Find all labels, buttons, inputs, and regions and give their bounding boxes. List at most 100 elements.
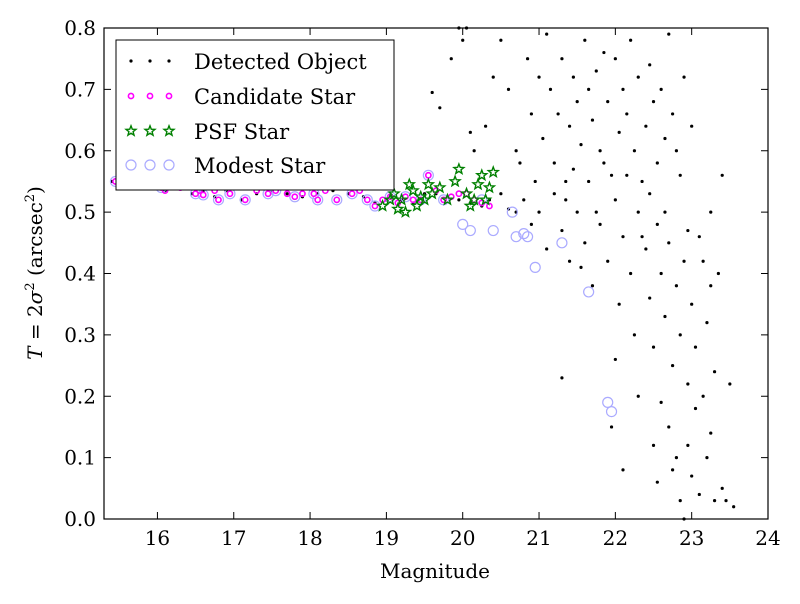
data-point-candidate-star xyxy=(486,202,493,210)
data-point-detected-object xyxy=(613,57,617,61)
data-point-detected-object xyxy=(674,456,679,460)
legend-marker xyxy=(146,92,154,100)
data-point-detected-object xyxy=(640,179,644,184)
legend-label-candidate-star: Candidate Star xyxy=(194,85,356,109)
data-point-detected-object xyxy=(602,161,606,165)
y-tick-label: 0.6 xyxy=(64,139,96,163)
data-point-detected-object xyxy=(545,32,549,36)
y-tick-label: 0.7 xyxy=(64,77,96,101)
data-point-detected-object xyxy=(529,112,534,116)
data-point-detected-object xyxy=(712,370,717,374)
data-point-psf-star xyxy=(482,180,497,194)
data-point-detected-object xyxy=(541,136,545,141)
data-point-psf-star xyxy=(486,165,501,179)
data-point-detected-object xyxy=(678,498,682,503)
data-point-detected-object xyxy=(484,124,488,128)
data-point-candidate-star xyxy=(371,202,379,210)
data-point-detected-object xyxy=(499,192,503,196)
data-point-detected-object xyxy=(655,222,659,226)
data-point-detected-object xyxy=(461,38,465,42)
data-point-detected-object xyxy=(613,198,617,202)
data-point-detected-object xyxy=(499,38,503,42)
data-point-detected-object xyxy=(518,161,522,165)
data-point-modest-star xyxy=(583,286,595,298)
data-point-detected-object xyxy=(457,198,461,202)
data-point-detected-object xyxy=(609,425,614,429)
data-point-detected-object xyxy=(571,167,575,171)
data-point-detected-object xyxy=(732,505,736,509)
series-psf-star xyxy=(375,161,501,218)
data-point-detected-object xyxy=(548,87,553,91)
legend-box xyxy=(115,39,395,191)
data-point-detected-object xyxy=(602,50,606,55)
data-point-detected-object xyxy=(430,90,434,95)
data-point-candidate-star xyxy=(264,190,272,198)
data-point-detected-object xyxy=(285,192,289,196)
data-point-psf-star xyxy=(394,192,409,206)
data-point-psf-star xyxy=(391,201,405,215)
data-point-detected-object xyxy=(674,284,679,288)
y-tick-label: 0.1 xyxy=(64,446,96,470)
data-point-detected-object xyxy=(716,271,720,276)
data-point-detected-object xyxy=(690,474,694,478)
data-point-detected-object xyxy=(571,75,575,79)
x-tick-label: 23 xyxy=(679,526,704,550)
data-point-modest-star xyxy=(239,194,251,206)
data-point-detected-object xyxy=(636,210,640,214)
data-point-detected-object xyxy=(564,179,568,184)
data-point-detected-object xyxy=(667,32,671,36)
legend-marker xyxy=(125,159,137,171)
data-point-detected-object xyxy=(617,130,621,134)
x-tick-label: 17 xyxy=(221,526,246,550)
data-point-detected-object xyxy=(720,486,724,490)
data-point-psf-star xyxy=(463,198,478,212)
data-point-candidate-star xyxy=(199,191,207,199)
data-point-modest-star xyxy=(529,261,541,273)
data-point-psf-star xyxy=(448,174,462,188)
legend-marker xyxy=(162,123,176,137)
x-tick-label: 24 xyxy=(755,526,780,550)
data-point-detected-object xyxy=(667,425,671,429)
data-point-detected-object xyxy=(598,149,602,153)
y-tick-label: 0.0 xyxy=(64,507,96,531)
legend-marker xyxy=(165,92,173,100)
x-tick-label: 21 xyxy=(526,526,551,550)
data-point-detected-object xyxy=(560,57,564,61)
data-point-detected-object xyxy=(640,235,644,239)
data-point-detected-object xyxy=(709,210,713,214)
data-point-detected-object xyxy=(705,321,709,325)
legend-label-psf-star: PSF Star xyxy=(194,120,290,144)
data-point-modest-star xyxy=(605,405,618,418)
data-point-modest-star xyxy=(556,237,568,249)
data-point-detected-object xyxy=(529,222,534,226)
data-point-psf-star xyxy=(383,192,398,206)
data-point-detected-object xyxy=(590,284,595,288)
data-point-detected-object xyxy=(686,382,690,386)
data-point-modest-star xyxy=(361,194,373,206)
data-point-candidate-star xyxy=(291,193,299,201)
data-point-psf-star xyxy=(421,177,436,191)
data-point-detected-object xyxy=(670,363,675,368)
data-point-candidate-star xyxy=(226,190,234,198)
data-point-detected-object xyxy=(697,492,701,497)
data-point-detected-object xyxy=(644,247,648,251)
data-point-detected-object xyxy=(594,210,598,214)
data-point-modest-star xyxy=(521,231,534,243)
data-point-detected-object xyxy=(621,235,625,239)
x-tick-label: 16 xyxy=(145,526,170,550)
data-point-detected-object xyxy=(579,143,583,147)
data-point-detected-object xyxy=(560,376,564,380)
data-point-psf-star xyxy=(467,192,481,206)
data-point-detected-object xyxy=(552,161,556,165)
legend-marker xyxy=(148,59,152,63)
data-point-detected-object xyxy=(686,228,690,233)
data-point-modest-star xyxy=(506,206,518,218)
data-point-psf-star xyxy=(471,177,485,191)
x-tick-label: 20 xyxy=(450,526,475,550)
y-tick-label: 0.2 xyxy=(64,384,96,408)
data-point-detected-object xyxy=(583,38,587,42)
data-point-candidate-star xyxy=(314,196,322,204)
data-point-detected-object xyxy=(728,382,732,386)
data-point-detected-object xyxy=(606,100,610,104)
legend-marker xyxy=(167,59,171,63)
